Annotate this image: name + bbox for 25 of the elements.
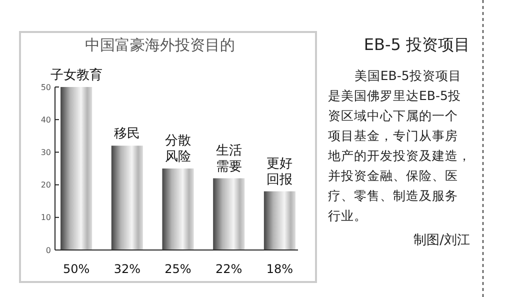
- x-tick-label: 子女教育: [50, 67, 102, 83]
- data-label: 32%: [114, 262, 140, 276]
- x-tick-label: 更好回报: [266, 156, 293, 188]
- text: EB-5 投资项目: [364, 35, 470, 54]
- bar: [264, 191, 296, 250]
- data-label: 25%: [164, 262, 192, 276]
- bar: [213, 178, 245, 250]
- chart-title: 中国富豪海外投资目的: [85, 36, 235, 54]
- text: 美国EB-5投资项目是美国佛罗里达EB-5投资区域中心下属的一个项目基金，专门从事房地产的开发投资及建造，并投资金融、保险、医疗、零售、制造及服务行业。: [327, 68, 471, 223]
- y-tick-label: 0: [46, 246, 51, 255]
- y-tick-label: 30: [40, 148, 51, 157]
- text: 制图/刘江: [414, 233, 470, 248]
- y-tick-label: 10: [40, 213, 51, 222]
- data-label: 50%: [62, 262, 90, 276]
- y-tick-label: 40: [40, 115, 51, 124]
- bar: [162, 168, 194, 250]
- data-label: 18%: [266, 262, 294, 276]
- x-tick-label: 生活需要: [216, 143, 242, 174]
- y-tick-label: 50: [40, 82, 51, 92]
- x-tick-label: 移民: [114, 126, 140, 142]
- y-tick-label: 20: [40, 180, 51, 190]
- bar: [60, 87, 92, 250]
- data-label: 22%: [216, 262, 242, 276]
- x-tick-label: 分散风险: [165, 134, 191, 164]
- bar: [111, 146, 143, 250]
